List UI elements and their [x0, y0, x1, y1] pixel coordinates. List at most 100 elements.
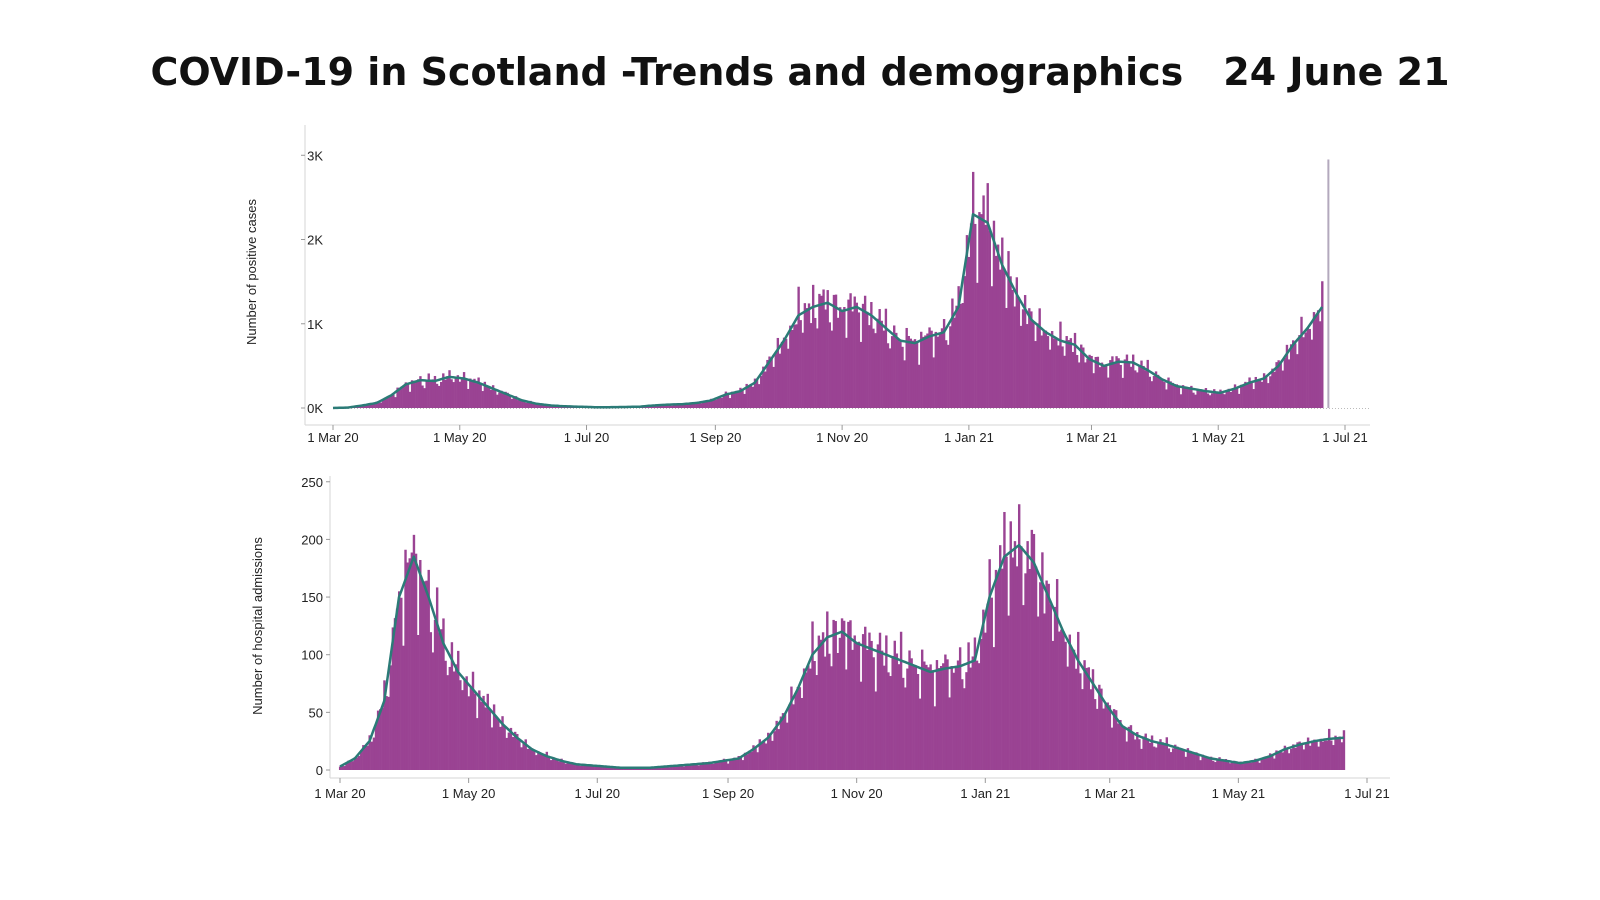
- daily-bar: [1163, 744, 1166, 770]
- x-tick-label: 1 Nov 20: [816, 430, 868, 445]
- daily-bar: [670, 405, 674, 408]
- daily-bar: [1062, 631, 1065, 770]
- x-tick-label: 1 Nov 20: [831, 786, 883, 801]
- daily-bar: [1309, 745, 1312, 770]
- daily-bar: [1019, 325, 1023, 408]
- daily-bar: [847, 621, 850, 770]
- daily-bar: [1183, 387, 1187, 408]
- daily-bar: [1067, 340, 1070, 408]
- x-tick-label: 1 Jul 20: [564, 430, 610, 445]
- daily-bar: [849, 620, 852, 770]
- daily-bar: [1271, 368, 1274, 408]
- daily-bar: [531, 403, 534, 408]
- daily-bar: [774, 352, 777, 408]
- daily-bar: [758, 739, 762, 770]
- daily-bar: [516, 733, 519, 770]
- daily-bar: [990, 286, 994, 408]
- daily-bar: [492, 704, 496, 770]
- daily-bar: [907, 335, 910, 408]
- daily-bar: [893, 325, 896, 408]
- daily-bar: [961, 679, 964, 770]
- daily-bar: [883, 665, 886, 770]
- daily-bar: [469, 378, 472, 408]
- daily-bar: [999, 269, 1002, 408]
- daily-bar: [950, 666, 953, 770]
- daily-bar: [1022, 605, 1025, 770]
- daily-bar: [969, 223, 973, 408]
- daily-bar: [834, 621, 837, 770]
- daily-bar: [1140, 748, 1143, 770]
- daily-bar: [1334, 735, 1337, 770]
- daily-bar: [404, 549, 407, 770]
- daily-bar: [427, 373, 430, 408]
- daily-bar: [463, 679, 466, 770]
- daily-bar: [1294, 343, 1297, 408]
- daily-bar: [1281, 752, 1285, 770]
- daily-bar: [471, 671, 475, 770]
- daily-bar: [469, 686, 473, 770]
- daily-bar: [1161, 742, 1164, 770]
- daily-bar: [701, 402, 705, 408]
- daily-bar: [974, 223, 977, 408]
- daily-bar: [914, 665, 918, 770]
- daily-bar: [457, 650, 460, 770]
- daily-bar: [1136, 372, 1139, 408]
- daily-bar: [482, 695, 485, 770]
- daily-bar: [351, 761, 355, 770]
- daily-bar: [395, 608, 399, 770]
- daily-bar: [755, 379, 759, 408]
- daily-bar: [887, 672, 890, 770]
- daily-bar: [703, 400, 707, 408]
- daily-bar: [1034, 566, 1038, 770]
- daily-bar: [365, 405, 368, 408]
- daily-bar: [828, 653, 831, 770]
- daily-bar: [657, 766, 660, 770]
- daily-bar: [1028, 568, 1031, 770]
- daily-bar: [503, 725, 506, 770]
- daily-bar: [558, 761, 561, 770]
- daily-bar: [1011, 557, 1015, 770]
- daily-bar: [1142, 736, 1145, 770]
- daily-bar: [912, 664, 915, 770]
- daily-bar: [1107, 377, 1110, 408]
- daily-bar: [1100, 688, 1103, 770]
- daily-bar: [870, 640, 873, 770]
- daily-bar: [1009, 276, 1012, 408]
- daily-bar: [585, 765, 589, 770]
- daily-bar: [1314, 315, 1318, 408]
- hospital-admissions-chart: 0 50 100 150 200 250 1 Mar 20 1 May 20 1 Jul 20 1…: [301, 475, 1390, 801]
- daily-bar: [1277, 752, 1280, 770]
- daily-bar: [431, 652, 435, 770]
- daily-bar: [610, 766, 614, 770]
- y-tick-label: 1K: [307, 317, 323, 332]
- daily-bar: [467, 696, 470, 770]
- daily-bar: [1198, 391, 1201, 408]
- daily-bar: [1227, 388, 1230, 408]
- daily-bar: [1133, 739, 1137, 770]
- daily-bar: [1104, 364, 1108, 408]
- daily-bar: [853, 296, 856, 408]
- daily-bar: [1258, 762, 1261, 770]
- daily-bar: [665, 766, 669, 770]
- daily-bar: [400, 386, 403, 408]
- daily-bar: [1224, 758, 1228, 770]
- daily-bar: [712, 763, 715, 770]
- daily-bar: [1157, 742, 1160, 770]
- daily-bar: [1304, 332, 1307, 408]
- daily-bar: [693, 763, 696, 770]
- daily-bar: [1219, 389, 1222, 408]
- daily-bar: [442, 373, 445, 408]
- daily-bar: [1083, 660, 1086, 770]
- daily-bar: [548, 405, 551, 408]
- daily-bar: [1246, 384, 1249, 408]
- daily-bar: [803, 303, 807, 408]
- daily-bar: [878, 632, 882, 770]
- daily-bar: [1184, 756, 1187, 770]
- daily-bar: [1233, 384, 1237, 408]
- daily-bar: [372, 737, 376, 770]
- daily-bar: [874, 333, 877, 408]
- daily-bar: [674, 404, 678, 408]
- daily-bar: [923, 661, 926, 770]
- daily-bar: [840, 618, 844, 770]
- daily-bar: [990, 597, 993, 770]
